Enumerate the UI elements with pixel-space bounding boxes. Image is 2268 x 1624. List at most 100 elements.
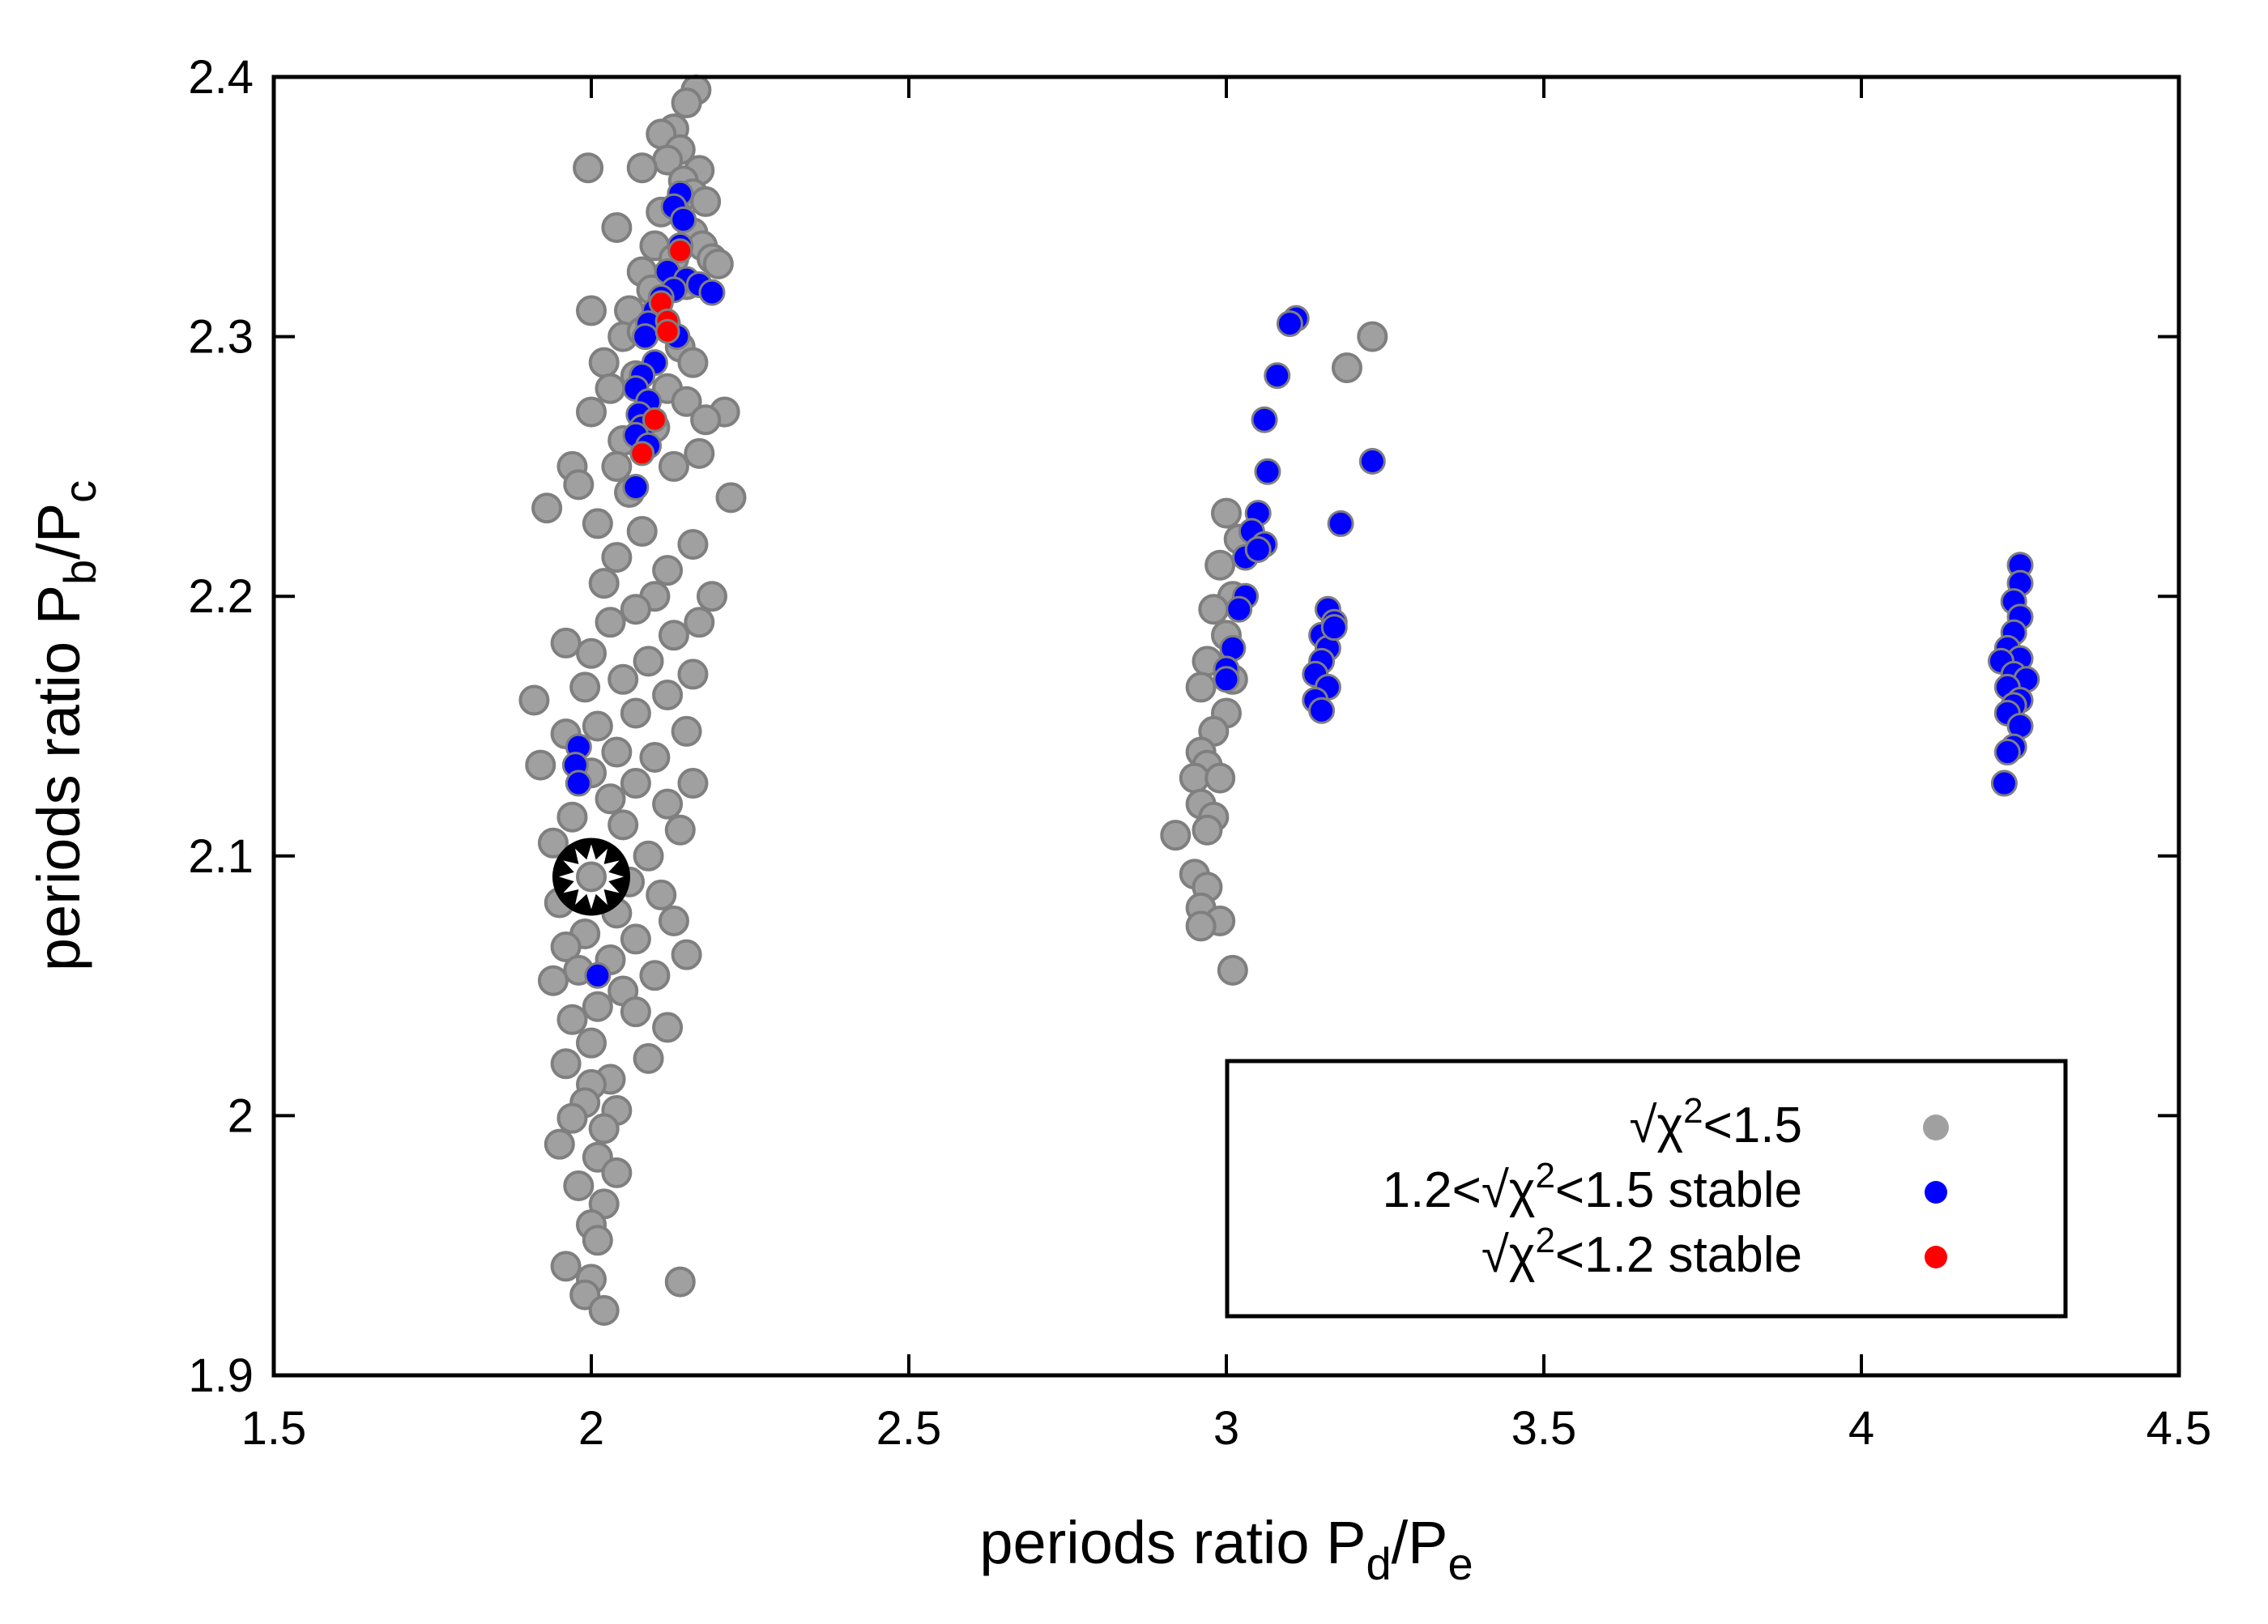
point-gray bbox=[601, 736, 633, 768]
series-red-points bbox=[629, 238, 693, 467]
point-gray bbox=[601, 1157, 633, 1188]
point-blue bbox=[1358, 447, 1386, 475]
point-gray bbox=[550, 1048, 582, 1080]
point-gray bbox=[690, 404, 722, 436]
point-gray bbox=[525, 749, 556, 781]
legend-swatch-blue bbox=[1925, 1181, 1947, 1204]
point-gray bbox=[588, 1113, 620, 1144]
legend-blue-sup: 2 bbox=[1535, 1156, 1554, 1196]
y-tick-label: 2.1 bbox=[188, 830, 254, 883]
point-gray bbox=[677, 659, 709, 690]
point-gray bbox=[620, 768, 651, 799]
point-gray bbox=[620, 594, 651, 625]
legend-label-gray: √χ2<1.5 bbox=[1630, 1091, 1802, 1153]
point-gray bbox=[601, 211, 633, 243]
point-gray bbox=[671, 386, 702, 417]
point-blue bbox=[1226, 595, 1253, 623]
point-blue bbox=[622, 474, 650, 501]
point-gray bbox=[677, 529, 709, 561]
point-blue bbox=[565, 769, 592, 797]
point-gray bbox=[620, 923, 651, 955]
x-tick-label: 3.5 bbox=[1511, 1402, 1577, 1455]
point-gray bbox=[1211, 497, 1242, 529]
point-gray bbox=[556, 1102, 588, 1134]
point-gray bbox=[576, 637, 607, 669]
y-tick-label: 2.2 bbox=[188, 570, 254, 623]
point-gray bbox=[1179, 762, 1210, 794]
y-axis-label-sub1: b bbox=[54, 560, 105, 585]
point-gray bbox=[601, 542, 633, 573]
point-gray bbox=[601, 450, 633, 482]
series-blue-points bbox=[561, 180, 2040, 989]
y-tick-label: 2 bbox=[228, 1089, 254, 1142]
point-blue bbox=[1993, 739, 2021, 766]
plot-frame bbox=[271, 75, 2181, 1378]
x-axis-label: periods ratio Pd/Pe bbox=[979, 1509, 1473, 1589]
point-gray bbox=[550, 931, 582, 963]
point-gray bbox=[1357, 321, 1388, 352]
point-blue bbox=[1244, 535, 1272, 563]
point-gray bbox=[646, 879, 677, 910]
point-gray bbox=[690, 185, 722, 217]
legend-blue-pre: 1.2<√χ bbox=[1382, 1162, 1535, 1218]
point-red bbox=[654, 318, 680, 344]
point-gray bbox=[1204, 762, 1236, 794]
point-gray bbox=[588, 347, 620, 378]
point-gray bbox=[1204, 549, 1236, 581]
point-blue bbox=[1264, 362, 1291, 390]
legend: √χ2<1.5 1.2<√χ2<1.5 stable √χ2<1.2 stabl… bbox=[1225, 1059, 2068, 1319]
legend-label-blue: 1.2<√χ2<1.5 stable bbox=[1382, 1156, 1802, 1218]
point-gray bbox=[677, 768, 709, 799]
point-gray bbox=[671, 715, 702, 747]
point-gray bbox=[550, 1251, 582, 1282]
point-gray bbox=[595, 607, 626, 638]
x-tick-label: 2 bbox=[578, 1402, 604, 1455]
x-axis-label-slash: /P bbox=[1392, 1509, 1448, 1576]
point-gray bbox=[582, 710, 613, 742]
point-gray bbox=[639, 960, 671, 991]
point-gray bbox=[702, 248, 734, 279]
point-blue bbox=[1254, 458, 1281, 485]
x-tick-label: 4.5 bbox=[2146, 1402, 2212, 1455]
point-gray bbox=[537, 827, 569, 859]
legend-label-red: √χ2<1.2 stable bbox=[1481, 1221, 1802, 1283]
point-gray bbox=[550, 627, 582, 659]
point-gray bbox=[544, 1128, 575, 1160]
point-gray bbox=[677, 347, 709, 378]
point-gray bbox=[556, 1004, 588, 1035]
point-gray bbox=[569, 671, 601, 703]
x-tick-label: 3 bbox=[1213, 1402, 1239, 1455]
best-fit-center bbox=[576, 861, 607, 893]
point-blue bbox=[1251, 406, 1278, 433]
legend-red-post: <1.2 stable bbox=[1555, 1227, 1802, 1283]
point-blue bbox=[698, 279, 726, 306]
point-gray bbox=[658, 620, 689, 651]
point-blue bbox=[1327, 509, 1354, 537]
x-axis-label-sub2: e bbox=[1448, 1538, 1473, 1589]
point-gray bbox=[576, 295, 607, 326]
legend-gray-pre: √χ bbox=[1630, 1098, 1684, 1153]
point-gray bbox=[518, 684, 550, 716]
point-gray bbox=[556, 801, 588, 833]
point-gray bbox=[573, 152, 604, 184]
point-gray bbox=[626, 152, 658, 184]
y-axis-label-sub2: c bbox=[54, 480, 105, 503]
point-gray bbox=[652, 680, 684, 711]
point-gray bbox=[620, 697, 651, 729]
legend-red-pre: √χ bbox=[1481, 1227, 1536, 1283]
point-blue bbox=[1990, 769, 2018, 797]
best-fit-marker bbox=[552, 838, 630, 916]
point-gray bbox=[671, 87, 702, 119]
point-red bbox=[642, 407, 667, 433]
point-blue bbox=[1213, 666, 1240, 693]
point-gray bbox=[652, 788, 684, 820]
point-gray bbox=[563, 1170, 595, 1201]
point-gray bbox=[1160, 820, 1192, 851]
point-gray bbox=[633, 1042, 664, 1074]
point-blue bbox=[670, 206, 697, 233]
axis-ticks: 1.5 2 2.5 3 3.5 4 4.5 1.9 2 2.1 2.2 2.3 2.4 bbox=[188, 51, 2211, 1455]
point-blue bbox=[1308, 697, 1336, 724]
point-gray bbox=[664, 1266, 696, 1298]
point-gray bbox=[715, 482, 747, 514]
point-gray bbox=[664, 814, 696, 846]
